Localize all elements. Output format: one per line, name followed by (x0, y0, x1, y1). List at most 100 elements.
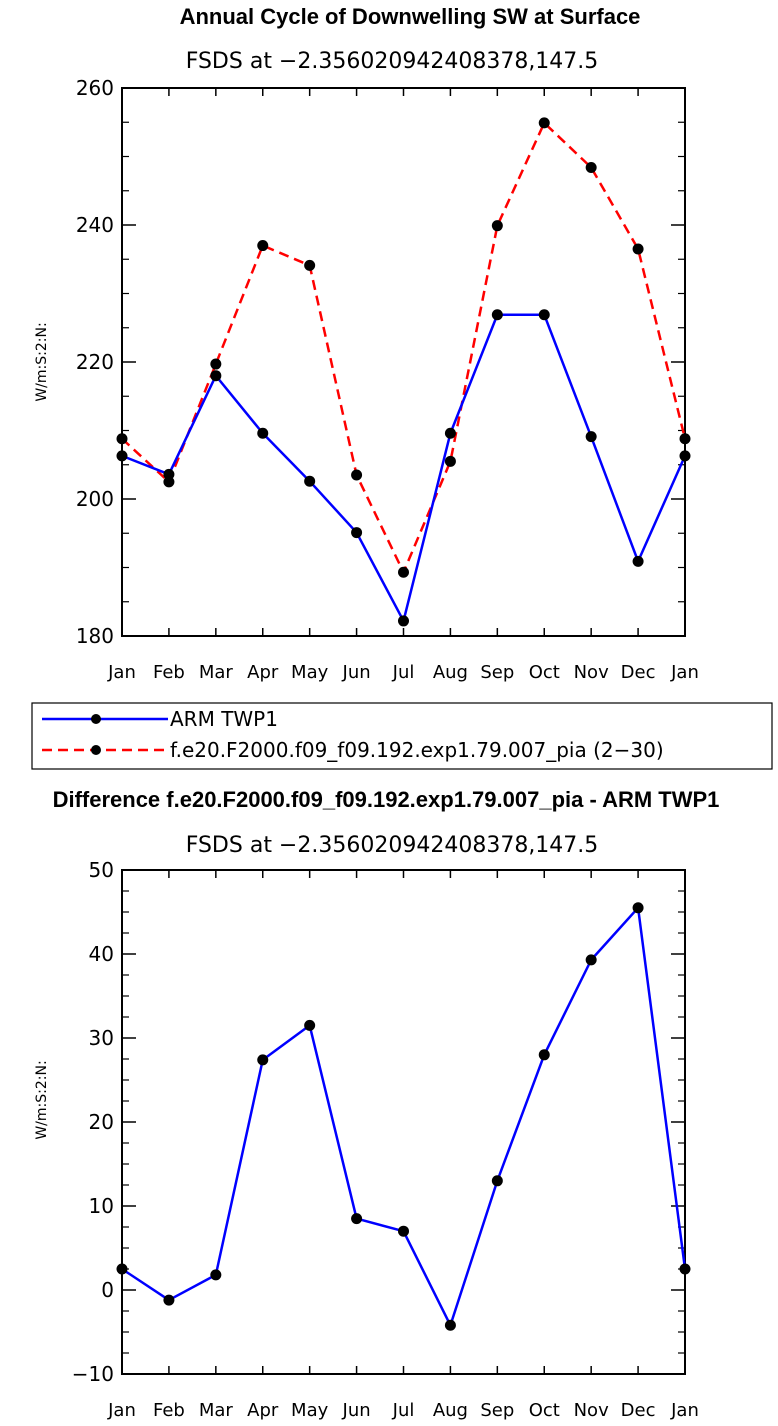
x-tick-label: Mar (199, 1400, 234, 1421)
data-point (257, 240, 269, 252)
x-tick-label: Jul (392, 662, 415, 683)
data-point (679, 433, 691, 445)
data-point (585, 954, 597, 966)
x-tick-label: Jul (392, 1400, 415, 1421)
x-tick-label: Dec (621, 662, 656, 683)
chart2-title: Difference f.e20.F2000.f09_f09.192.exp1.… (53, 787, 720, 812)
data-point (632, 243, 644, 255)
y-tick-label: 240 (76, 213, 114, 237)
y-tick-label: 260 (76, 76, 114, 100)
x-tick-label: Dec (621, 1400, 656, 1421)
x-tick-label: Oct (529, 662, 560, 683)
data-point (538, 117, 550, 129)
x-tick-label: Sep (480, 662, 514, 683)
data-point (257, 1054, 269, 1066)
data-point (163, 476, 175, 488)
data-point (257, 427, 269, 439)
legend-box (31, 702, 773, 770)
chart1-tick-labels: Jan Feb Mar Apr May Jun Jul Aug Sep Oct Nov Dec Jan 1… (76, 76, 699, 683)
data-point (585, 431, 597, 443)
data-point (304, 475, 316, 487)
data-point (585, 161, 597, 173)
data-point (491, 309, 503, 321)
chart1-axes (121, 87, 686, 637)
data-point (304, 259, 316, 271)
y-tick-label: 180 (76, 624, 114, 648)
chart2-tick-labels: Jan Feb Mar Apr May Jun Jul Aug Sep Oct Nov Dec Jan −… (72, 858, 699, 1421)
data-point (632, 555, 644, 567)
x-tick-label: Feb (153, 1400, 185, 1421)
legend-label-model: f.e20.F2000.f09_f09.192.exp1.79.007_pia … (170, 738, 664, 762)
data-point (398, 1225, 409, 1237)
x-tick-label: Aug (433, 662, 468, 683)
chart-annual-cycle: Annual Cycle of Downwelling SW at Surfac… (34, 4, 699, 683)
y-tick-label: 10 (89, 1194, 114, 1218)
legend-marker-arm (91, 714, 101, 724)
x-tick-label: Nov (574, 1400, 609, 1421)
series-line-0 (121, 906, 687, 1327)
data-point (491, 220, 503, 232)
chart-difference: Difference f.e20.F2000.f09_f09.192.exp1.… (34, 787, 719, 1421)
x-tick-label: Nov (574, 662, 609, 683)
y-tick-label: 0 (101, 1278, 114, 1302)
x-tick-label: Feb (153, 662, 185, 683)
data-point (444, 455, 456, 467)
chart2-axes (121, 869, 686, 1375)
x-tick-label: Sep (480, 1400, 514, 1421)
data-point (491, 1175, 503, 1187)
data-point (116, 450, 128, 462)
y-tick-label: 220 (76, 350, 114, 374)
data-point (679, 1263, 691, 1275)
data-point (632, 902, 644, 914)
y-tick-label: 50 (89, 858, 114, 882)
data-point (116, 1263, 128, 1275)
chart1-marks (116, 117, 691, 627)
chart2-marks (116, 902, 691, 1331)
data-point (116, 433, 128, 445)
x-tick-label: May (291, 662, 329, 683)
x-tick-label: Jan (107, 1400, 136, 1421)
y-tick-label: 40 (89, 942, 114, 966)
series-line-1 (121, 121, 687, 574)
data-point (163, 1294, 175, 1306)
x-tick-label: Apr (247, 1400, 279, 1421)
data-point (210, 358, 222, 370)
data-point (538, 309, 550, 321)
y-tick-label: −10 (72, 1362, 114, 1386)
data-point (210, 370, 222, 382)
legend-marker-model (91, 745, 101, 755)
x-tick-label: Oct (529, 1400, 560, 1421)
chart1-frame (121, 87, 686, 637)
y-tick-label: 20 (89, 1110, 114, 1134)
x-tick-label: Mar (199, 662, 234, 683)
chart1-ylabel: W/m:S:2:N: (34, 322, 50, 401)
data-point (351, 469, 363, 481)
x-tick-label: Apr (247, 662, 279, 683)
x-tick-label: Jan (670, 662, 699, 683)
y-tick-label: 30 (89, 1026, 114, 1050)
data-point (679, 450, 691, 462)
data-point (444, 427, 456, 439)
x-tick-label: Jun (342, 662, 371, 683)
chart2-subtitle: FSDS at −2.356020942408378,147.5 (186, 833, 599, 858)
data-point (351, 527, 363, 539)
legend-label-arm: ARM TWP1 (170, 707, 278, 731)
data-point (163, 468, 175, 480)
data-point (444, 1319, 456, 1331)
chart2-frame (121, 869, 686, 1375)
data-point (538, 1049, 550, 1061)
data-point (351, 1213, 363, 1225)
data-point (210, 1269, 222, 1281)
chart1-title: Annual Cycle of Downwelling SW at Surfac… (180, 4, 641, 29)
x-tick-label: Aug (433, 1400, 468, 1421)
x-tick-label: Jun (342, 1400, 371, 1421)
x-tick-label: May (291, 1400, 329, 1421)
y-tick-label: 200 (76, 487, 114, 511)
chart2-ylabel: W/m:S:2:N: (34, 1060, 50, 1139)
data-point (398, 615, 409, 627)
chart1-subtitle: FSDS at −2.356020942408378,147.5 (186, 49, 599, 74)
x-tick-label: Jan (670, 1400, 699, 1421)
x-tick-label: Jan (107, 662, 136, 683)
legend: ARM TWP1 f.e20.F2000.f09_f09.192.exp1.79… (31, 702, 773, 770)
